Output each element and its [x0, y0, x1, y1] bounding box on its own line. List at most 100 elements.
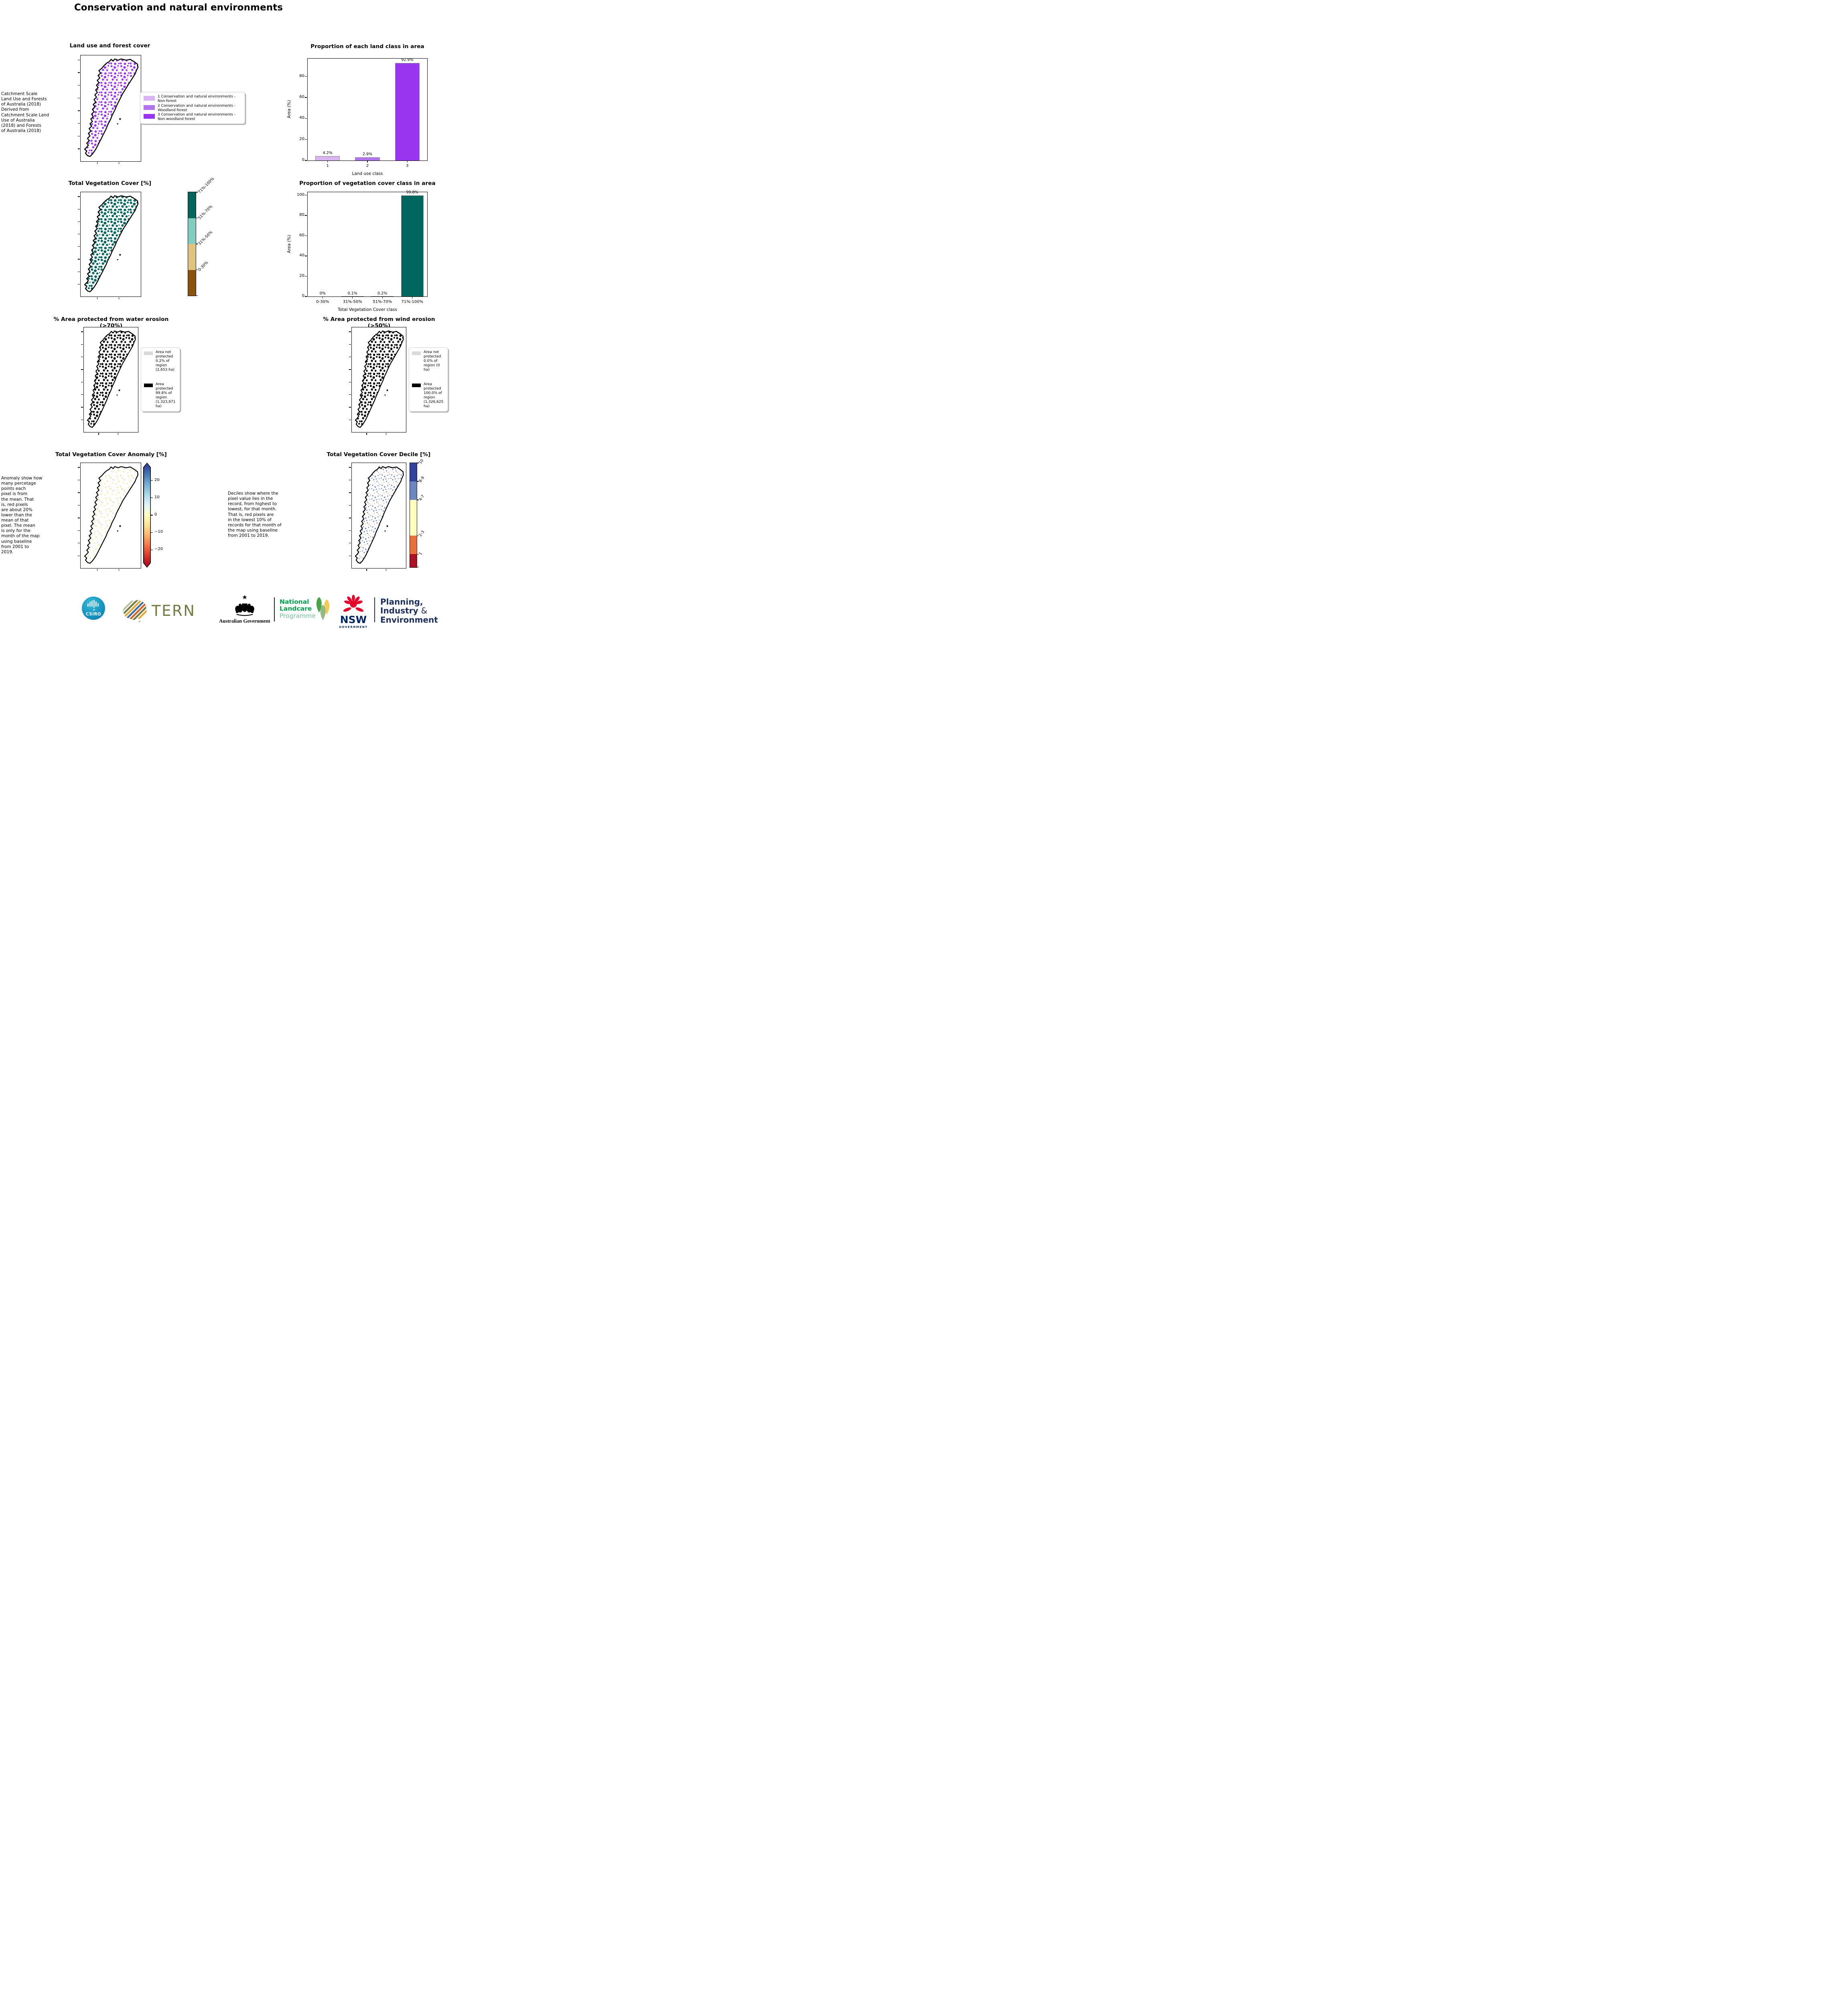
nsw-label: NSW — [340, 614, 367, 625]
axis-tick — [78, 530, 80, 531]
tern-label: TERN — [152, 602, 196, 619]
tern-australia-icon — [123, 600, 147, 623]
x-tick — [407, 160, 408, 162]
figure-page: Conservation and natural environments Ca… — [0, 0, 462, 641]
colorbar-label: 8-9 — [418, 475, 426, 483]
bar-value-label: 0% — [319, 291, 326, 296]
landcare-label-1: National — [280, 598, 309, 605]
legend-item: Area protected 100.0% of region (1,326,6… — [412, 382, 445, 409]
colorbar-label: 10 — [418, 458, 425, 465]
axis-tick — [81, 344, 83, 345]
vegcover-colorbar: 71%-100% 51%-70% 31%-50% 0-30% — [188, 177, 215, 296]
colorbar-tick — [151, 532, 153, 533]
axis-tick — [349, 492, 351, 493]
bar-value-label: 2.9% — [362, 152, 373, 157]
colorbar-label: 71%-100% — [197, 177, 215, 195]
colorbar-segment — [188, 244, 196, 270]
legend-swatch — [144, 96, 155, 101]
legend-label: 2 Conservation and natural environments … — [158, 104, 235, 112]
y-tick-label: 0 — [302, 158, 304, 162]
colorbar-label: 0-30% — [197, 260, 209, 272]
legend-item: 3 Conservation and natural environments … — [144, 113, 241, 122]
y-tick-label: 60 — [299, 233, 304, 238]
landuse-caption: Catchment Scale Land Use and Forests of … — [1, 91, 49, 133]
pie-industry: Industry — [380, 606, 418, 616]
axis-tick — [349, 505, 351, 506]
y-tick-label: 0 — [302, 294, 304, 298]
colorbar-label: 0 — [154, 512, 157, 517]
vegclass-ylabel: Area (%) — [287, 235, 292, 253]
legend-label: 3 Conservation and natural environments … — [158, 113, 235, 122]
colorbar-label: −20 — [154, 547, 163, 552]
water-erosion-map — [81, 327, 138, 435]
vegclass-chart: 0 20 40 60 80 100 0-30% 0% 31%-50% 0.1% 51%-70% 0.2… — [297, 190, 428, 304]
landuse-map-title: Land use and forest cover — [69, 43, 150, 49]
legend-label: Area not protected 0.2% of region (2,653… — [156, 350, 174, 372]
legend-swatch — [412, 351, 421, 355]
colorbar-segment — [188, 218, 196, 244]
anomaly-caption: Anomaly show how many percetage points e… — [1, 476, 43, 554]
y-tick-label: 100 — [296, 192, 304, 197]
y-tick-label: 40 — [299, 253, 304, 258]
axis-tick — [349, 394, 351, 395]
y-tick-label: 20 — [299, 136, 304, 141]
planning-industry-environment-logo: Planning, Industry & Environment — [380, 597, 438, 625]
legend-item: Area not protected 0.0% of region (0 ha) — [412, 350, 445, 372]
landclass-xlabel: Land use class — [352, 171, 383, 176]
anomaly-map-title: Total Vegetation Cover Anomaly [%] — [55, 451, 167, 458]
colorbar-label: 1 — [418, 551, 423, 556]
vegclass-xlabel: Total Vegetation Cover class — [338, 307, 397, 312]
landclass-ylabel: Area (%) — [287, 100, 292, 118]
axis-tick — [98, 433, 99, 435]
colorbar-label: 2-3 — [418, 530, 426, 538]
axis-tick — [366, 433, 367, 435]
landcare-leaves-icon — [316, 597, 330, 620]
x-tick — [327, 160, 328, 162]
legend-swatch — [144, 351, 153, 355]
y-tick-label: 20 — [299, 273, 304, 278]
colorbar-segment — [410, 554, 417, 567]
legend-item: Area not protected 0.2% of region (2,653… — [144, 350, 177, 372]
colorbar-segment — [188, 270, 196, 296]
legend-label: 1 Conservation and natural environments … — [158, 95, 235, 104]
vegcover-map-title: Total Vegetation Cover [%] — [68, 180, 152, 187]
water-erosion-legend: Area not protected 0.2% of region (2,653… — [141, 347, 180, 412]
footer-divider — [274, 597, 275, 621]
anomaly-colorbar: 20 10 0 −10 −20 — [143, 463, 163, 568]
decile-map-title: Total Vegetation Cover Decile [%] — [327, 451, 431, 458]
legend-swatch — [144, 114, 155, 119]
vegclass-chart-title: Proportion of vegetation cover class in … — [299, 180, 436, 187]
pie-label-1: Planning, — [380, 597, 423, 607]
landcare-label-2: Landcare — [280, 605, 312, 613]
australian-government-logo: Australian Government — [219, 594, 271, 624]
csiro-icon — [82, 597, 105, 620]
colorbar-tick — [151, 480, 153, 481]
axis-tick — [81, 331, 83, 332]
legend-item: 1 Conservation and natural environments … — [144, 95, 241, 104]
colorbar-label: 51%-70% — [197, 204, 214, 220]
y-tick-label: 40 — [299, 116, 304, 120]
csiro-logo: CSIRO — [81, 596, 105, 620]
pie-label-3: Environment — [380, 615, 438, 625]
x-tick-label: 2 — [366, 164, 369, 168]
decile-colorbar: 10 8-9 4-7 2-3 1 — [410, 458, 425, 568]
nsw-government-logo: NSW GOVERNMENT — [338, 595, 369, 629]
axis-tick — [78, 72, 80, 73]
australian-coat-of-arms-icon — [235, 595, 254, 616]
legend-label: Area protected 100.0% of region (1,326,6… — [424, 382, 444, 409]
x-tick-label: 1 — [326, 164, 329, 168]
y-tick — [305, 139, 307, 140]
legend-swatch — [144, 105, 155, 110]
colorbar-segment — [188, 192, 196, 218]
wind-erosion-legend: Area not protected 0.0% of region (0 ha)… — [409, 347, 448, 412]
decile-map — [349, 463, 406, 571]
colorbar-tick — [151, 497, 153, 498]
australian-government-label: Australian Government — [219, 618, 270, 624]
x-tick-label: 71%-100% — [401, 300, 423, 304]
national-landcare-logo: National Landcare Programme — [280, 598, 316, 619]
axis-tick — [78, 505, 80, 506]
colorbar-tick — [417, 499, 419, 500]
axis-tick — [349, 530, 351, 531]
x-tick — [352, 296, 353, 298]
vegcover-map — [78, 192, 141, 299]
